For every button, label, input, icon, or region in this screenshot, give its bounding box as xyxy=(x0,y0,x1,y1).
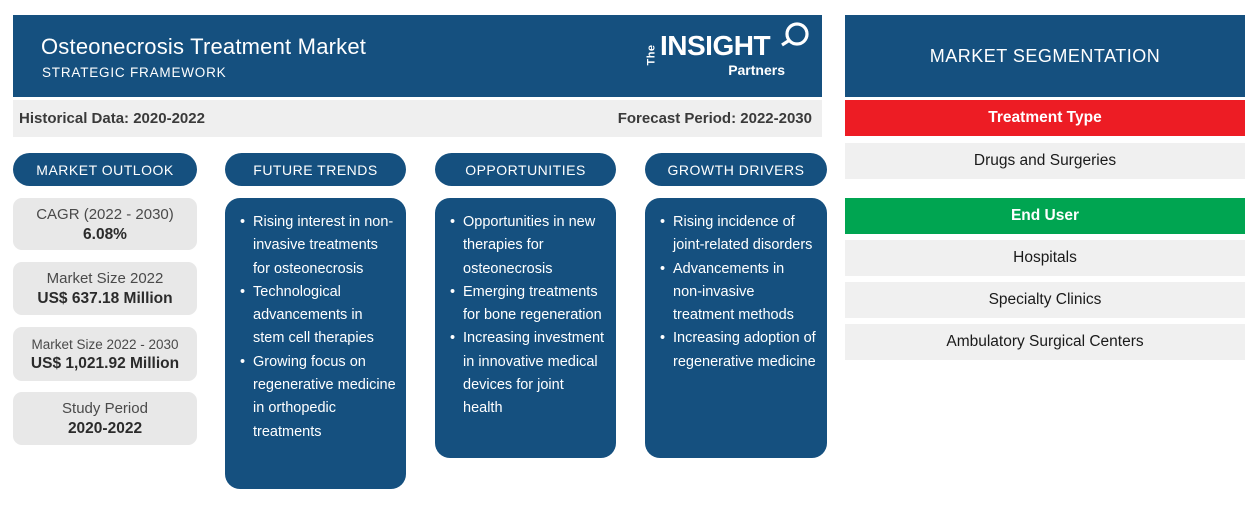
stat-card-market-size-2022: Market Size 2022 US$ 637.18 Million xyxy=(13,262,197,315)
insight-partners-logo: The INSIGHT Partners xyxy=(646,22,809,88)
stat-value: 2020-2022 xyxy=(67,420,143,437)
stat-card-study-period: Study Period 2020-2022 xyxy=(13,392,197,445)
bullet-item: Opportunities in new therapies for osteo… xyxy=(450,211,606,281)
bullet-item: Increasing investment in innovative medi… xyxy=(450,327,606,420)
growth-drivers-pill: GROWTH DRIVERS xyxy=(645,153,827,186)
bullet-item: Rising interest in non-invasive treatmen… xyxy=(240,211,396,281)
future-trends-box: Rising interest in non-invasive treatmen… xyxy=(225,198,406,489)
bullet-item: Growing focus on regenerative medicine i… xyxy=(240,351,396,444)
segment-item-specialty-clinics: Specialty Clinics xyxy=(845,282,1245,318)
bullet-item: Technological advancements in stem cell … xyxy=(240,281,396,351)
stat-card-market-size-2022-2030: Market Size 2022 - 2030 US$ 1,021.92 Mil… xyxy=(13,327,197,381)
stat-label: Market Size 2022 - 2030 xyxy=(31,337,179,352)
growth-drivers-box: Rising incidence of joint-related disord… xyxy=(645,198,827,458)
segment-item-ambulatory-surgical-centers: Ambulatory Surgical Centers xyxy=(845,324,1245,360)
magnifier-lens-icon xyxy=(781,22,809,47)
stat-label: Market Size 2022 xyxy=(46,270,164,287)
market-outlook-pill: MARKET OUTLOOK xyxy=(13,153,197,186)
opportunities-box: Opportunities in new therapies for osteo… xyxy=(435,198,616,458)
stat-value: US$ 637.18 Million xyxy=(37,290,173,307)
historical-data-label: Historical Data: 2020-2022 xyxy=(19,110,205,127)
stat-value: 6.08% xyxy=(83,226,127,243)
stat-label: Study Period xyxy=(62,400,148,417)
bullet-item: Advancements in non-invasive treatment m… xyxy=(660,258,817,328)
future-trends-pill: FUTURE TRENDS xyxy=(225,153,406,186)
market-segmentation-title: MARKET SEGMENTATION xyxy=(845,15,1245,97)
bullet-item: Emerging treatments for bone regeneratio… xyxy=(450,281,606,328)
page-title: Osteonecrosis Treatment Market xyxy=(41,34,367,59)
bullet-item: Increasing adoption of regenerative medi… xyxy=(660,327,817,374)
bullet-item: Rising incidence of joint-related disord… xyxy=(660,211,817,258)
main-header: Osteonecrosis Treatment Market STRATEGIC… xyxy=(13,15,822,97)
segment-item-drugs-and-surgeries: Drugs and Surgeries xyxy=(845,143,1245,179)
stat-card-cagr: CAGR (2022 - 2030) 6.08% xyxy=(13,198,197,250)
segment-item-hospitals: Hospitals xyxy=(845,240,1245,276)
opportunities-pill: OPPORTUNITIES xyxy=(435,153,616,186)
logo-insight-text: INSIGHT xyxy=(660,30,771,61)
segment-group-treatment-type: Treatment Type xyxy=(845,100,1245,136)
period-bar: Historical Data: 2020-2022 Forecast Peri… xyxy=(13,100,822,137)
stat-value: US$ 1,021.92 Million xyxy=(30,355,180,372)
logo-partners-text: Partners xyxy=(728,62,785,78)
stat-label: CAGR (2022 - 2030) xyxy=(36,206,174,223)
segment-group-end-user: End User xyxy=(845,198,1245,234)
page-subtitle: STRATEGIC FRAMEWORK xyxy=(42,65,227,80)
forecast-period-label: Forecast Period: 2022-2030 xyxy=(617,110,812,127)
logo-the-text: The xyxy=(645,44,658,66)
